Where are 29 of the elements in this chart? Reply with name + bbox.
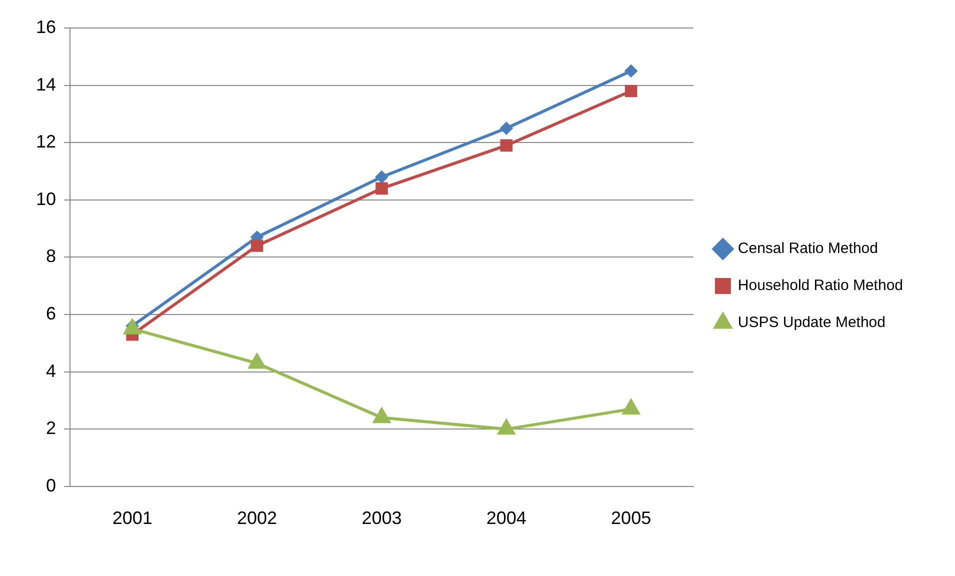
- y-tick-label: 12: [36, 132, 56, 152]
- point: [622, 398, 640, 415]
- legend-label: Censal Ratio Method: [738, 240, 878, 258]
- x-tick-label: 2004: [486, 508, 526, 528]
- point: [624, 84, 638, 98]
- point: [250, 240, 264, 252]
- y-tick-label: 16: [36, 16, 56, 37]
- y-tick-label: 10: [36, 188, 56, 209]
- point: [500, 122, 513, 135]
- point: [624, 64, 638, 78]
- point: [123, 318, 142, 334]
- legend-label: USPS Update Method: [738, 314, 886, 332]
- y-tick-label: 8: [46, 246, 56, 266]
- y-tick-label: 2: [46, 418, 56, 438]
- point: [497, 418, 516, 435]
- point: [500, 139, 513, 152]
- point: [248, 352, 266, 369]
- x-tick-label: 2003: [362, 508, 402, 528]
- point: [372, 407, 391, 424]
- point: [376, 182, 388, 195]
- y-tick-label: 4: [46, 360, 56, 381]
- x-tick-label: 2002: [237, 508, 278, 528]
- x-tick-label: 2001: [112, 508, 152, 528]
- y-tick-label: 6: [46, 303, 56, 324]
- y-tick-label: 0: [46, 475, 56, 496]
- legend-label: Household Ratio Method: [738, 277, 904, 294]
- x-tick-label: 2005: [611, 508, 652, 528]
- y-tick-label: 14: [36, 74, 56, 94]
- point: [375, 170, 388, 184]
